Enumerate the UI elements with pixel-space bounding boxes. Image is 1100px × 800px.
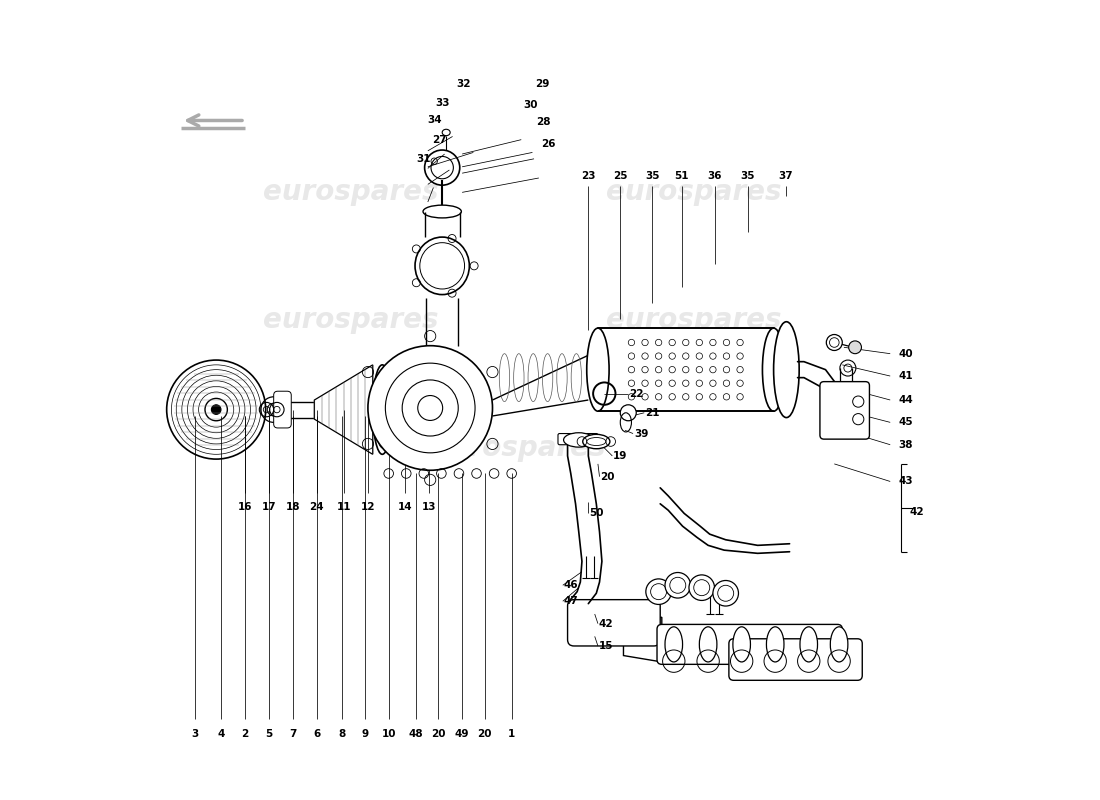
Polygon shape	[315, 365, 373, 454]
Text: 22: 22	[629, 389, 644, 398]
Text: 11: 11	[337, 502, 351, 512]
Text: 10: 10	[382, 729, 396, 739]
FancyBboxPatch shape	[657, 625, 843, 664]
Ellipse shape	[773, 322, 800, 418]
Text: 41: 41	[899, 371, 913, 381]
Text: 2: 2	[241, 729, 249, 739]
Ellipse shape	[830, 627, 848, 662]
Text: 26: 26	[541, 139, 556, 150]
Text: 50: 50	[590, 509, 604, 518]
Text: 35: 35	[740, 171, 756, 182]
Text: 27: 27	[432, 134, 447, 145]
Ellipse shape	[767, 627, 784, 662]
Polygon shape	[624, 618, 662, 662]
Circle shape	[646, 579, 671, 605]
Text: 4: 4	[218, 729, 224, 739]
Ellipse shape	[800, 627, 817, 662]
Text: 18: 18	[286, 502, 300, 512]
Ellipse shape	[583, 434, 609, 449]
Text: 38: 38	[899, 440, 913, 450]
Text: 1: 1	[508, 729, 515, 739]
Ellipse shape	[415, 237, 470, 294]
Text: 13: 13	[421, 502, 436, 512]
Text: 46: 46	[563, 580, 579, 590]
Text: 19: 19	[613, 451, 627, 461]
Text: eurospares: eurospares	[606, 178, 781, 206]
Circle shape	[367, 346, 493, 470]
Text: 23: 23	[581, 171, 595, 182]
Circle shape	[826, 334, 843, 350]
Text: 37: 37	[779, 171, 793, 182]
Text: 39: 39	[634, 429, 648, 438]
Text: 42: 42	[910, 507, 924, 517]
Text: 30: 30	[524, 99, 538, 110]
Ellipse shape	[762, 328, 784, 411]
Text: 20: 20	[431, 729, 446, 739]
Circle shape	[689, 575, 715, 601]
FancyBboxPatch shape	[274, 391, 292, 428]
Text: 31: 31	[417, 154, 431, 164]
Text: 32: 32	[456, 78, 471, 89]
Text: 5: 5	[265, 729, 273, 739]
Text: 6: 6	[314, 729, 320, 739]
Circle shape	[666, 573, 691, 598]
Circle shape	[211, 405, 221, 414]
Text: 43: 43	[899, 477, 913, 486]
Text: 49: 49	[455, 729, 470, 739]
Circle shape	[620, 405, 636, 421]
Text: eurospares: eurospares	[263, 178, 438, 206]
Text: 51: 51	[674, 171, 689, 182]
Text: 16: 16	[238, 502, 252, 512]
Text: eurospares: eurospares	[263, 306, 438, 334]
Text: 33: 33	[436, 98, 450, 108]
Text: 25: 25	[613, 171, 627, 182]
Text: 7: 7	[289, 729, 297, 739]
Circle shape	[849, 341, 861, 354]
Text: 20: 20	[601, 472, 615, 482]
Text: 40: 40	[899, 349, 913, 358]
Text: 34: 34	[428, 115, 442, 126]
Polygon shape	[598, 328, 773, 411]
Text: 29: 29	[535, 78, 549, 89]
Text: 28: 28	[537, 117, 551, 127]
Text: 24: 24	[309, 502, 324, 512]
Text: 48: 48	[408, 729, 424, 739]
FancyBboxPatch shape	[729, 638, 862, 680]
Text: 21: 21	[645, 408, 660, 418]
Ellipse shape	[586, 328, 609, 411]
Text: 17: 17	[262, 502, 276, 512]
Text: 35: 35	[645, 171, 660, 182]
Text: 9: 9	[361, 729, 368, 739]
Text: 3: 3	[191, 729, 198, 739]
Circle shape	[713, 581, 738, 606]
Text: 36: 36	[707, 171, 722, 182]
Text: 14: 14	[397, 502, 412, 512]
Text: 45: 45	[899, 418, 913, 427]
Text: 47: 47	[563, 596, 579, 606]
Ellipse shape	[700, 627, 717, 662]
Ellipse shape	[373, 365, 392, 454]
FancyBboxPatch shape	[558, 434, 578, 445]
Text: 15: 15	[598, 641, 613, 651]
Text: 20: 20	[477, 729, 492, 739]
Text: 44: 44	[899, 395, 913, 405]
Text: 12: 12	[361, 502, 375, 512]
Ellipse shape	[563, 433, 594, 447]
Text: eurospares: eurospares	[430, 434, 606, 462]
Text: eurospares: eurospares	[606, 306, 781, 334]
Text: 8: 8	[339, 729, 346, 739]
Ellipse shape	[733, 627, 750, 662]
Text: 42: 42	[598, 618, 613, 629]
FancyBboxPatch shape	[568, 600, 660, 646]
Ellipse shape	[666, 627, 683, 662]
Circle shape	[418, 395, 442, 421]
FancyBboxPatch shape	[579, 434, 598, 445]
FancyBboxPatch shape	[820, 382, 869, 439]
